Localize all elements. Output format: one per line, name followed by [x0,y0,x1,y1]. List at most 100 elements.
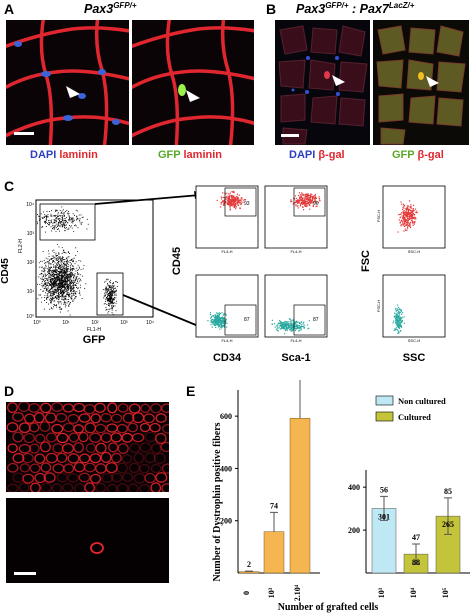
arrowhead-icon [186,90,200,102]
panel-label-d: D [4,383,15,399]
fsc-h-label: FSC-H [376,300,381,312]
data-label-value: 88 [412,558,420,567]
gate-value: 87 [313,317,319,323]
caption-a-left: DAPI laminin [30,149,98,161]
legend-label: Non cultured [398,396,446,406]
legend-swatch-non-cultured [375,395,394,406]
title-gene-1: Pax3 [296,2,326,17]
caption-laminin: laminin [183,149,222,161]
gate-gfp-pos [96,272,124,316]
main-y-tick: 10² [27,260,35,266]
caption-bgal: β-gal [318,149,345,161]
double-positive-cell [418,72,424,80]
bar [263,531,285,574]
title-allele-1: GFP/+ [325,1,349,10]
scale-bar [14,132,34,135]
cd34-xlabel: CD34 [213,352,242,364]
panel-b-title: Pax3GFP/+ : Pax7LacZ/+ [296,1,414,16]
dot-cloud [216,190,247,211]
main-x-channel: FL1-H [87,327,101,333]
dot-cloud [392,304,406,335]
x-tick-label: 10⁴ [409,587,418,598]
ssc-h-label: SSC-H [408,338,421,343]
plot-fsc-ssc-gfppos: FSC-H SSC-H [376,274,446,343]
chart-xlabel: Number of grafted cells [278,602,379,613]
main-ylabel: CD45 [0,258,11,284]
dot-cloud [37,206,118,316]
panel-a-title-gene: Pax3 [84,2,114,17]
micrograph-b-gfp-bgal [373,20,469,145]
main-y-tick: 10³ [27,231,35,237]
dot-cloud [397,200,418,233]
caption-gfp: GFP [158,149,181,161]
dystrophin-positive-fibers [6,402,169,492]
panel-label-c: C [4,178,15,194]
fl4-label: FL4-H [221,249,232,254]
micrograph-a-gfp-laminin [132,20,254,145]
gate-box [224,187,257,217]
gate-box [293,187,326,217]
dot-cloud [207,312,228,330]
data-label: 74 [270,501,278,510]
scale-bar [281,134,299,137]
error-bar [270,511,278,532]
caption-laminin: laminin [59,149,98,161]
caption-b-right: GFP β-gal [392,149,444,161]
main-y-tick: 10⁰ [26,314,34,320]
panel-label-a: A [4,1,15,17]
error-bar [444,497,452,535]
plot-sca1-gfppos: 87 FL4-H [264,274,328,343]
caption-a-right: GFP laminin [158,149,222,161]
main-y-tick: 10¹ [27,289,35,295]
title-separator: : [348,2,360,17]
panel-a-title: Pax3GFP/+ [84,1,137,16]
chart-legend: Non cultured Cultured [375,395,446,422]
micrograph-d-bottom [6,498,169,583]
arrowhead-icon [426,76,439,87]
y-tick-label: 400 [348,483,360,492]
main-y-channel: FL2-H [18,239,24,253]
bar-group-1: 200400600207410³1652.10⁴ [220,380,320,601]
micrograph-b-dapi-bgal [275,20,370,145]
panel-label-b: B [266,1,277,17]
x-tick-label: 2.10⁴ [293,584,302,601]
fl4-label: FL4-H [290,249,301,254]
caption-b-left: DAPI β-gal [289,149,345,161]
bar-group-2: 200 400 56 301 10³ 47 88 10⁴ 85 265 10⁵ [348,470,470,598]
data-label-error: 47 [412,533,420,542]
y-tick-label: 400 [220,464,232,473]
dystrophin-single-fiber [14,542,104,575]
data-label-value: 301 [378,512,390,521]
gate-value: 93 [244,201,250,207]
error-bar [380,495,388,521]
error-bar [299,380,301,419]
main-x-ticks: 10⁰ 10¹ 10² 10³ 10⁴ [33,320,154,326]
panel-a-title-allele: GFP/+ [113,1,137,10]
laminin-staining-left [6,20,129,145]
data-label-error: 85 [444,487,452,496]
arrowhead-icon [66,86,80,98]
plot-sca1-cd45pos: 96 FL4-H [264,185,328,254]
ssc-h-label: SSC-H [408,249,421,254]
caption-dapi: DAPI [30,149,57,161]
gate-value: 96 [313,201,319,207]
gate-cd45-pos [39,203,96,241]
flow-cytometry-panel: CD45 FL2-H 10⁴ 10³ 10² 10¹ 10⁰ 10⁰ 10¹ 1… [0,185,446,364]
gate-box [224,304,257,336]
y-tick-label: 200 [348,526,360,535]
error-bar [412,543,420,565]
sca1-xlabel: Sca-1 [281,352,310,364]
main-x-tick: 10³ [120,320,128,326]
error-bar [245,570,253,572]
caption-bgal: β-gal [417,149,444,161]
plot-cd34-cd45pos: 93 FL4-H [195,185,259,254]
micrograph-a-dapi-laminin [6,20,129,145]
data-label: 2 [247,560,251,569]
bar [289,417,311,574]
y-tick-label: 200 [220,517,232,526]
main-x-tick: 10⁴ [146,320,154,326]
scale-bar [14,572,36,575]
plot-fsc-ssc-cd45pos: FSC-H SSC-H [376,185,446,254]
small-plots-ylabel: CD45 [171,247,183,275]
bar-chart-dystrophin: Number of Dystrophin positive fibers Num… [212,380,470,613]
